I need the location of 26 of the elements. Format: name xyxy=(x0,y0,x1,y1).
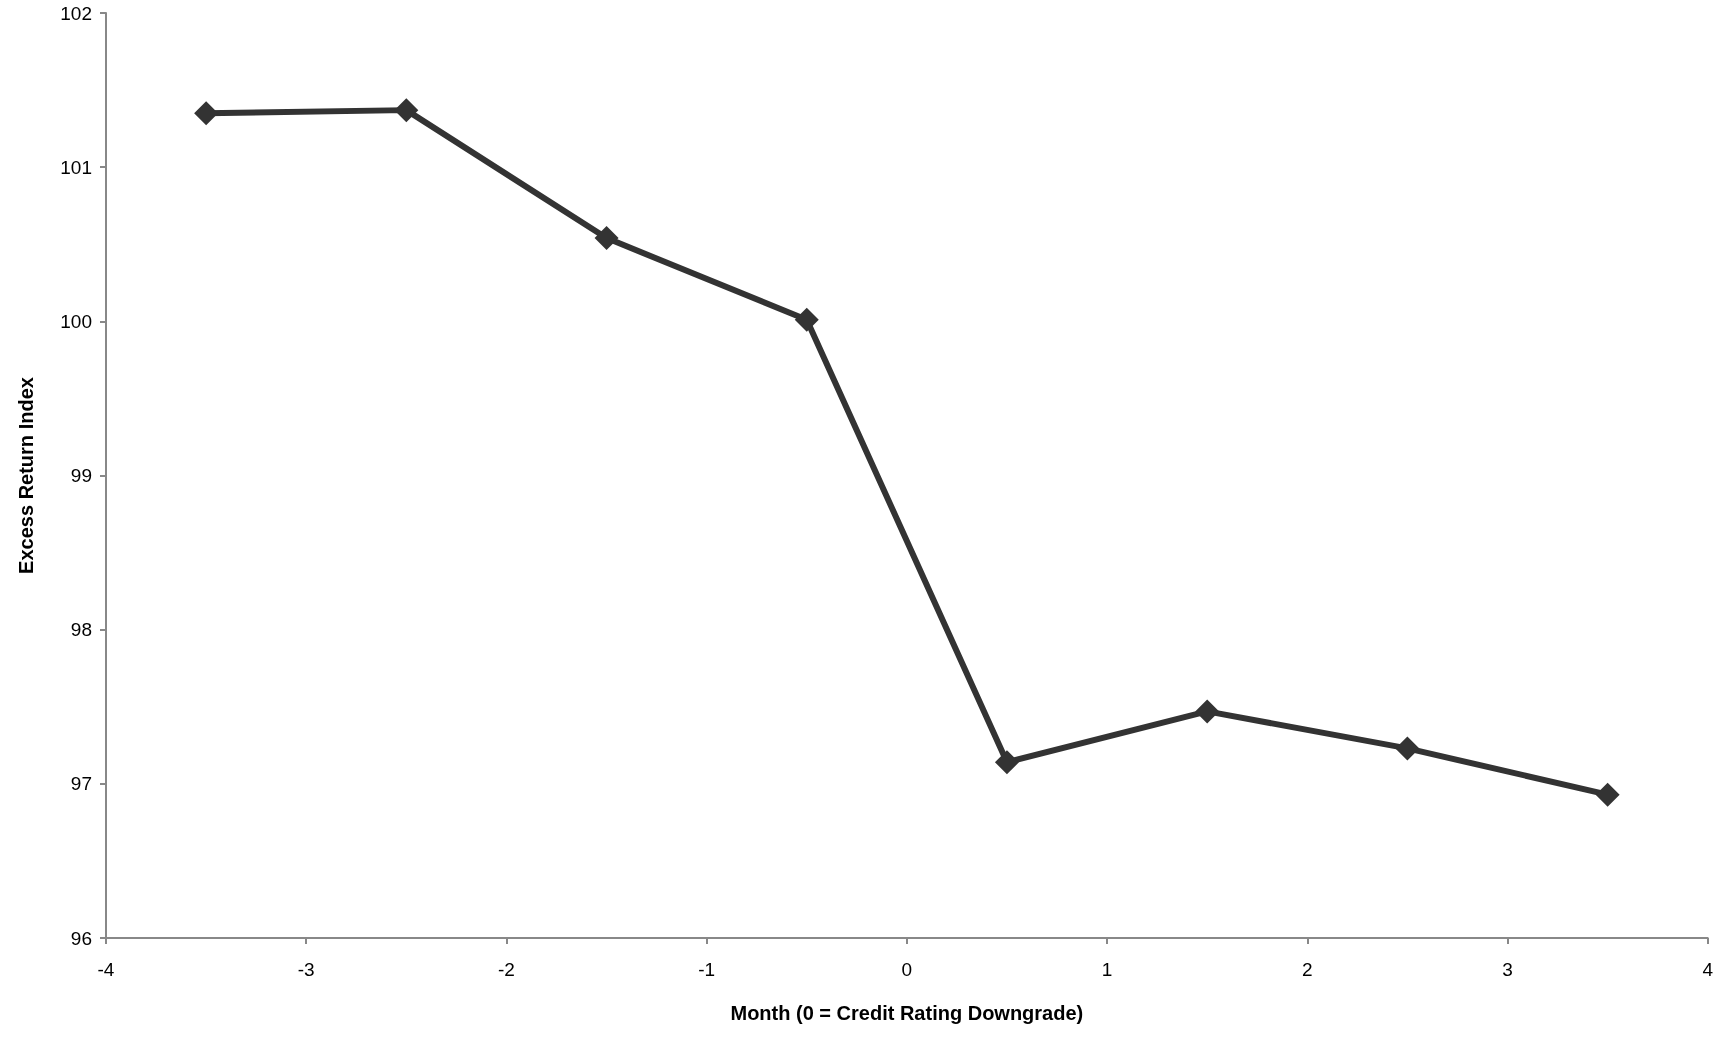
y-tick-label: 97 xyxy=(70,773,92,795)
x-tick-label: -3 xyxy=(297,959,315,980)
x-tick-label: 2 xyxy=(1302,959,1313,980)
y-tick-label: 102 xyxy=(60,2,92,24)
y-tick-label: 98 xyxy=(70,619,92,641)
y-tick-label: 99 xyxy=(70,465,92,486)
x-axis-title: Month (0 = Credit Rating Downgrade) xyxy=(730,1002,1084,1024)
point xyxy=(594,226,619,251)
x-tick-label: -1 xyxy=(698,959,716,980)
x-tick-label: -4 xyxy=(97,959,115,980)
y-tick-label: 100 xyxy=(60,310,92,332)
point xyxy=(194,101,219,126)
y-axis-title: Excess Return Index xyxy=(15,377,37,574)
point xyxy=(794,307,819,332)
x-tick-label: 0 xyxy=(901,959,913,980)
x-tick-label: -2 xyxy=(497,959,515,980)
y-tick-label: 96 xyxy=(70,927,92,949)
point xyxy=(1395,736,1420,761)
point xyxy=(994,750,1019,775)
point xyxy=(394,98,419,123)
x-tick-label: 3 xyxy=(1502,959,1513,980)
x-tick-label: 4 xyxy=(1702,959,1714,980)
point xyxy=(1595,782,1620,807)
x-tick-label: 1 xyxy=(1101,959,1113,980)
y-tick-label: 101 xyxy=(60,156,92,178)
point xyxy=(1195,699,1220,724)
